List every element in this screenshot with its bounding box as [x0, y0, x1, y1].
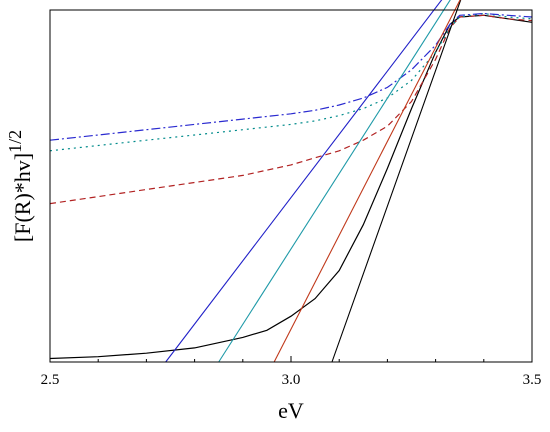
plot-area [50, 12, 532, 360]
y-axis-label: [F(R)*hv]1/2 [5, 130, 35, 242]
tangent-line-2 [273, 0, 461, 363]
x-tick-label: 3.0 [282, 372, 301, 388]
series-line-1 [50, 14, 532, 360]
series-line-3 [50, 12, 532, 152]
series-line-4 [50, 12, 532, 141]
y-axis-label-superscript: 1/2 [5, 130, 25, 153]
tangent-line-1 [331, 0, 462, 363]
series-line-2 [50, 14, 532, 205]
x-axis-label: eV [278, 398, 304, 423]
x-tick-label: 2.5 [41, 372, 60, 388]
plot-frame [49, 9, 533, 363]
tangent-line-4 [165, 0, 443, 363]
y-axis-label-main: [F(R)*hv] [10, 153, 35, 242]
tangent-line-3 [218, 0, 451, 363]
x-tick-label: 3.5 [523, 372, 542, 388]
